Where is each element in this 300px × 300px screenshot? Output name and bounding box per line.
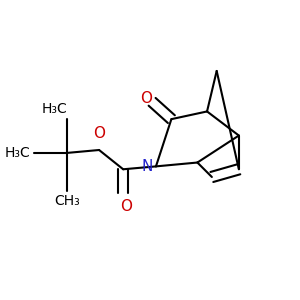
Text: H₃C: H₃C (41, 102, 67, 116)
Text: H₃C: H₃C (5, 146, 31, 160)
Text: O: O (93, 126, 105, 141)
Text: CH₃: CH₃ (54, 194, 80, 208)
Text: N: N (142, 159, 153, 174)
Text: O: O (120, 199, 132, 214)
Text: O: O (140, 92, 152, 106)
